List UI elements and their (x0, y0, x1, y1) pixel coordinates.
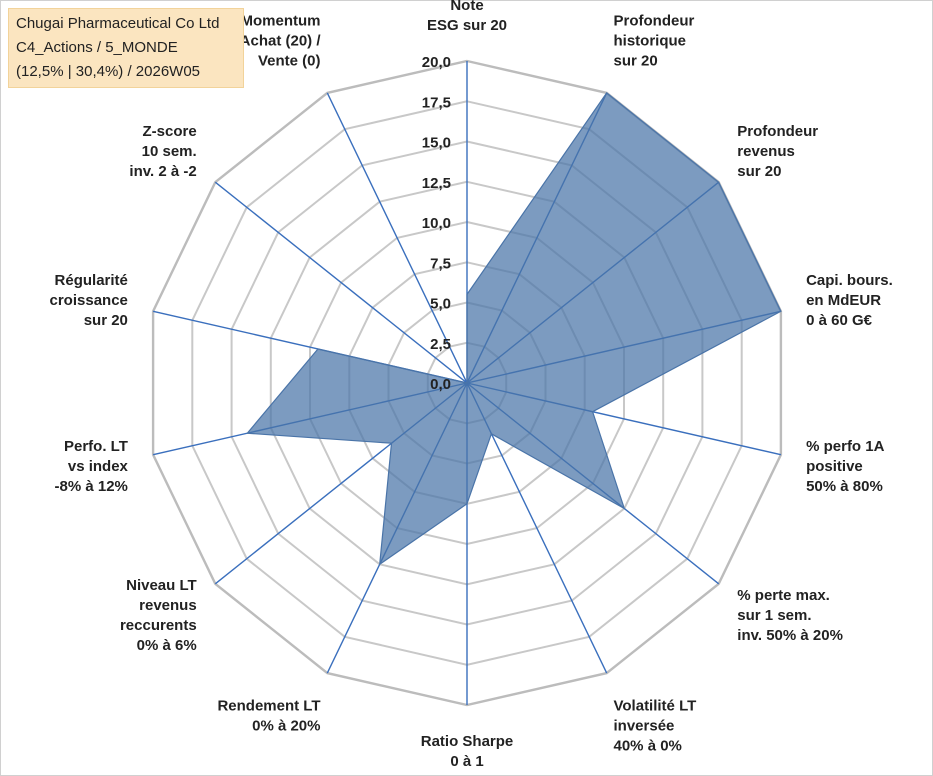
axis-label-9-line-0: Niveau LT (126, 577, 197, 594)
axis-label-5-line-2: inv. 50% à 20% (737, 627, 843, 644)
radial-ticks: 0,0 2,5 5,0 7,5 10,0 12,5 15,0 17,5 20,0 (422, 54, 451, 393)
axis-label-8: Rendement LT 0% à 20% (217, 698, 320, 735)
axis-label-7-line-1: 0 à 1 (450, 753, 483, 770)
axis-label-3-line-2: 0 à 60 G€ (806, 312, 873, 329)
axis-label-4-line-2: 50% à 80% (806, 478, 883, 495)
axis-label-12-line-2: inv. 2 à -2 (129, 163, 196, 180)
axis-label-7-line-0: Ratio Sharpe (421, 733, 514, 750)
title-line-company: Chugai Pharmaceutical Co Ltd (16, 15, 220, 32)
axis-label-6: Volatilité LT inversée 40% à 0% (614, 698, 697, 755)
axis-label-9: Niveau LT revenus reccurents 0% à 6% (120, 577, 197, 654)
axis-label-10-line-1: vs index (68, 458, 129, 475)
axis-label-1: Profondeur historique sur 20 (614, 12, 695, 69)
axis-label-12-line-1: 10 sem. (142, 143, 197, 160)
axis-label-1-line-0: Profondeur (614, 12, 695, 29)
axis-label-3-line-0: Capi. bours. (806, 272, 893, 289)
axis-label-4-line-1: positive (806, 458, 863, 475)
tick-label-1: 2,5 (430, 336, 451, 353)
axis-label-13-line-1: Achat (20) / (240, 32, 322, 49)
axis-label-5: % perte max. sur 1 sem. inv. 50% à 20% (737, 587, 843, 644)
axis-label-13: Momentum Achat (20) / Vente (0) (240, 12, 322, 69)
axis-label-11-line-1: croissance (50, 292, 128, 309)
axis-label-4: % perfo 1A positive 50% à 80% (806, 438, 885, 495)
axis-label-7: Ratio Sharpe 0 à 1 (421, 733, 514, 770)
axis-label-6-line-2: 40% à 0% (614, 738, 682, 755)
axis-label-2-line-1: revenus (737, 143, 795, 160)
axis-label-0-line-1: ESG sur 20 (427, 17, 507, 34)
axis-label-12: Z-score 10 sem. inv. 2 à -2 (129, 123, 196, 180)
tick-label-5: 12,5 (422, 175, 451, 192)
axis-label-8-line-1: 0% à 20% (252, 718, 320, 735)
series (246, 92, 782, 566)
axis-label-10: Perfo. LT vs index -8% à 12% (55, 438, 129, 495)
axis-label-9-line-1: revenus (139, 597, 197, 614)
axis-label-9-line-3: 0% à 6% (137, 637, 197, 654)
axis-label-10-line-2: -8% à 12% (55, 478, 128, 495)
axis-label-5-line-0: % perte max. (737, 587, 830, 604)
series-area-0 (246, 92, 782, 566)
axis-label-3-line-1: en MdEUR (806, 292, 881, 309)
axis-label-10-line-0: Perfo. LT (64, 438, 128, 455)
tick-label-0: 0,0 (430, 376, 451, 393)
axis-label-13-line-2: Vente (0) (258, 52, 321, 69)
title-line-stats: (12,5% | 30,4%) / 2026W05 (16, 63, 200, 80)
axis-label-8-line-0: Rendement LT (217, 698, 320, 715)
axis-label-2-line-2: sur 20 (737, 163, 781, 180)
tick-label-2: 5,0 (430, 296, 451, 313)
tick-label-4: 10,0 (422, 215, 451, 232)
axis-labels: Note ESG sur 20 Profondeur historique sur 20… (50, 0, 893, 770)
tick-label-3: 7,5 (430, 255, 451, 272)
spoke-12 (214, 181, 468, 384)
axis-label-9-line-2: reccurents (120, 617, 197, 634)
axis-label-13-line-0: Momentum (241, 12, 321, 29)
axis-label-5-line-1: sur 1 sem. (737, 607, 811, 624)
axis-label-3: Capi. bours. en MdEUR 0 à 60 G€ (806, 272, 893, 329)
axis-label-0: Note ESG sur 20 (427, 0, 507, 34)
axis-label-2-line-0: Profondeur (737, 123, 818, 140)
axis-label-1-line-1: historique (614, 32, 687, 49)
axis-label-1-line-2: sur 20 (614, 52, 658, 69)
axis-label-2: Profondeur revenus sur 20 (737, 123, 818, 180)
axis-label-11-line-0: Régularité (55, 272, 128, 289)
tick-label-8: 20,0 (422, 54, 451, 71)
axis-label-12-line-0: Z-score (143, 123, 197, 140)
axis-label-0-line-0: Note (450, 0, 483, 14)
spoke-13 (326, 92, 468, 384)
tick-label-6: 15,0 (422, 135, 451, 152)
axis-label-11-line-2: sur 20 (84, 312, 128, 329)
chart-title-box: Chugai Pharmaceutical Co Ltd C4_Actions … (8, 8, 244, 88)
axis-label-4-line-0: % perfo 1A (806, 438, 885, 455)
axis-label-11: Régularité croissance sur 20 (50, 272, 128, 329)
axis-label-6-line-0: Volatilité LT (614, 698, 697, 715)
title-line-category: C4_Actions / 5_MONDE (16, 39, 178, 56)
axis-label-6-line-1: inversée (614, 718, 675, 735)
tick-label-7: 17,5 (422, 94, 451, 111)
